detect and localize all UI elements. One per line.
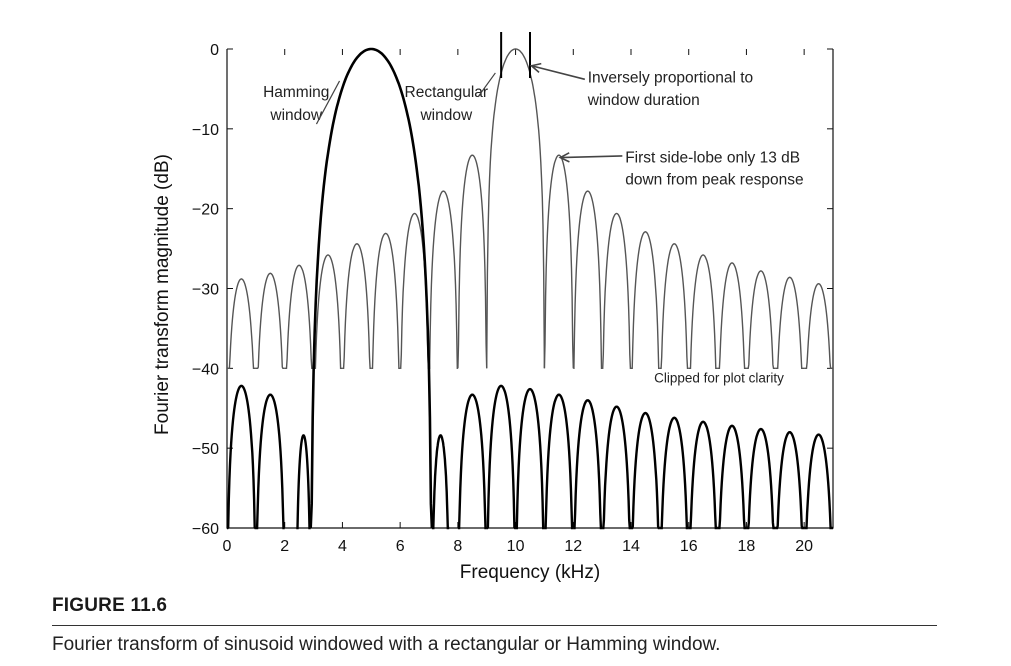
figure-divider — [52, 625, 937, 626]
hamming-label-line1: Hamming — [263, 84, 329, 101]
hamming-label-line2: window — [269, 107, 322, 124]
clip-note: Clipped for plot clarity — [654, 371, 784, 386]
hamming-sidelobe — [255, 393, 285, 530]
y-tick-labels: 0 −10 −20 −30 −40 −50 −60 — [192, 42, 219, 538]
y-tick-label: −30 — [192, 282, 219, 299]
hamming-sidelobe — [717, 424, 747, 530]
y-axis-label: Fourier transform magnitude (dB) — [152, 154, 173, 435]
hamming-sidelobe — [688, 420, 718, 530]
hamming-sidelobe — [573, 399, 603, 530]
hamming-sidelobe — [746, 427, 776, 530]
hamming-sidelobe — [457, 393, 487, 530]
x-tick-label: 12 — [564, 538, 582, 555]
hamming-sidelobe — [602, 405, 631, 530]
hamming-leader — [315, 80, 341, 125]
x-tick-label: 18 — [738, 538, 756, 555]
sidelobe-arrow-head — [558, 152, 570, 163]
rect-sidelobe — [688, 254, 718, 369]
hamming-sidelobe — [431, 434, 450, 530]
duration-note-line2: window duration — [587, 92, 700, 109]
series-layer — [226, 32, 833, 530]
duration-note-line1: Inversely proportional to — [588, 70, 753, 87]
rect-sidelobe — [457, 154, 488, 369]
y-tick-label: −40 — [192, 361, 219, 378]
rectangular-label-line2: window — [419, 107, 472, 124]
hamming-sidelobe — [515, 387, 545, 530]
chart: 0 2 4 6 8 10 12 14 16 18 20 0 −10 −20 −30 −40 −50 −60 Fr… — [152, 32, 834, 583]
x-tick-label: 6 — [396, 538, 405, 555]
hamming-sidelobe — [631, 411, 660, 530]
rectangular-leader — [477, 72, 496, 98]
rect-sidelobe — [284, 264, 314, 369]
y-tick-label: −10 — [192, 122, 219, 139]
x-tick-label: 8 — [453, 538, 462, 555]
rect-sidelobe — [659, 243, 689, 369]
x-tick-label: 0 — [223, 538, 232, 555]
rect-sidelobe — [543, 154, 574, 369]
y-tick-label: 0 — [210, 42, 219, 59]
rect-sidelobe — [400, 212, 430, 369]
x-tick-label: 16 — [680, 538, 698, 555]
rect-main-lobe — [486, 48, 546, 369]
figure-caption: Fourier transform of sinusoid windowed w… — [52, 634, 721, 655]
rect-sidelobe — [631, 231, 660, 369]
rect-sidelobe — [717, 262, 747, 369]
x-tick-label: 14 — [622, 538, 640, 555]
rect-sidelobe — [371, 232, 401, 369]
y-tick-label: −20 — [192, 202, 219, 219]
hamming-sidelobe — [775, 430, 805, 530]
sidelobe-note-line2: down from peak response — [625, 172, 803, 189]
y-tick-label: −50 — [192, 441, 219, 458]
x-tick-label: 20 — [795, 538, 813, 555]
rect-sidelobe — [804, 282, 833, 369]
duration-arrow-head — [529, 62, 542, 73]
hamming-main-lobe — [309, 47, 434, 529]
rectangular-label-line1: Rectangular — [405, 84, 489, 101]
hamming-sidelobe — [226, 384, 257, 530]
rect-sidelobe — [313, 254, 343, 369]
hamming-sidelobe — [659, 416, 689, 530]
annotations: Frequency (kHz) Fourier transform magnit… — [152, 62, 804, 583]
rect-sidelobe — [227, 278, 256, 369]
sidelobe-arrow — [560, 155, 623, 159]
sidelobe-note-line1: First side-lobe only 13 dB — [625, 149, 800, 166]
hamming-sidelobe — [296, 434, 311, 530]
rect-sidelobe — [573, 190, 603, 369]
rect-sidelobe — [428, 190, 458, 369]
x-tick-label: 4 — [338, 538, 347, 555]
hamming-sidelobe — [804, 433, 833, 530]
rect-sidelobe — [255, 272, 285, 369]
x-tick-labels: 0 2 4 6 8 10 12 14 16 18 20 — [223, 538, 814, 555]
y-tick-label: −60 — [192, 521, 219, 538]
x-tick-label: 10 — [507, 538, 525, 555]
hamming-sidelobe — [486, 384, 516, 530]
x-axis-label: Frequency (kHz) — [460, 562, 600, 583]
figure-label: FIGURE 11.6 — [52, 595, 168, 616]
duration-arrow — [531, 64, 586, 81]
rect-sidelobe — [602, 212, 632, 369]
rect-sidelobe — [775, 276, 805, 369]
rect-sidelobe — [342, 243, 372, 369]
hamming-sidelobe — [544, 393, 574, 530]
rect-sidelobe — [746, 270, 776, 369]
x-tick-label: 2 — [280, 538, 289, 555]
